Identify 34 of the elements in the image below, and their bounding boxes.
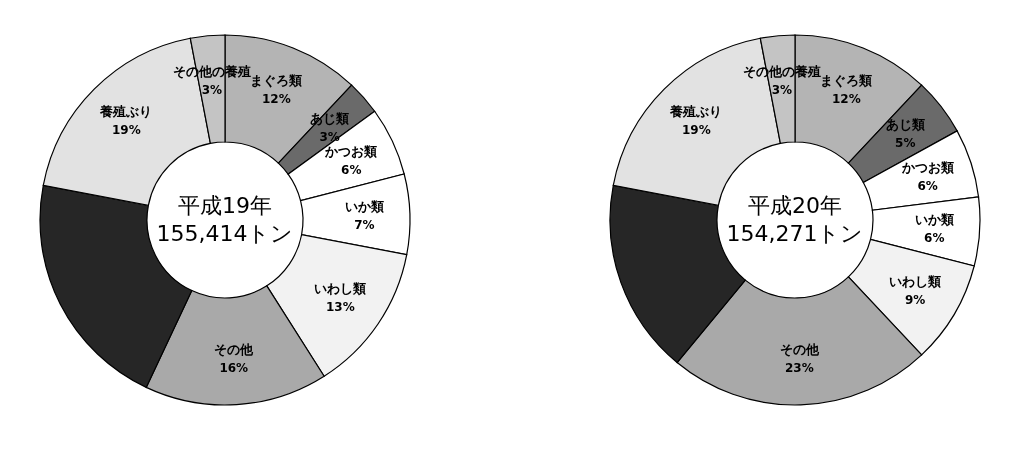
slice-label: いか類 (344, 198, 384, 214)
slice-label: まぐろ類 (250, 73, 303, 89)
slice-label: 養殖ぶり (669, 104, 723, 120)
text: 平成19年 (178, 193, 272, 218)
slice-label: その他 (214, 342, 255, 358)
slice-label: あじ類 (885, 117, 925, 133)
data-label: 3% (771, 83, 793, 98)
text: 155,414トン (156, 221, 294, 246)
slice-label: かつお類 (324, 143, 378, 159)
data-label: 6% (924, 230, 945, 245)
slice-label: いわし類 (889, 274, 942, 290)
text: 154,271トン (726, 221, 864, 246)
data-label: 16% (219, 361, 249, 376)
data-label: 3% (201, 83, 223, 98)
slice-label: かつお類 (900, 159, 954, 175)
text: 平成20年 (748, 193, 842, 218)
data-label: 13% (326, 300, 355, 315)
data-label: 6% (917, 178, 938, 193)
data-label: 7% (354, 217, 375, 232)
data-label: 19% (111, 123, 141, 138)
slice-label: いわし類 (314, 281, 367, 297)
slice-label: 養殖ぶり (99, 104, 153, 120)
slice-label: その他 (779, 342, 820, 358)
data-label: 6% (341, 162, 362, 177)
slice-label: まぐろ類 (820, 73, 873, 89)
data-label: 12% (261, 92, 291, 107)
data-label: 5% (895, 136, 916, 151)
slice-label: いか類 (914, 211, 954, 227)
data-label: 9% (904, 293, 926, 308)
slice-label: あじ類 (310, 110, 350, 126)
data-label: 19% (681, 123, 711, 138)
data-label: 23% (785, 361, 814, 376)
data-label: 3% (319, 129, 340, 144)
data-label: 12% (831, 92, 861, 107)
